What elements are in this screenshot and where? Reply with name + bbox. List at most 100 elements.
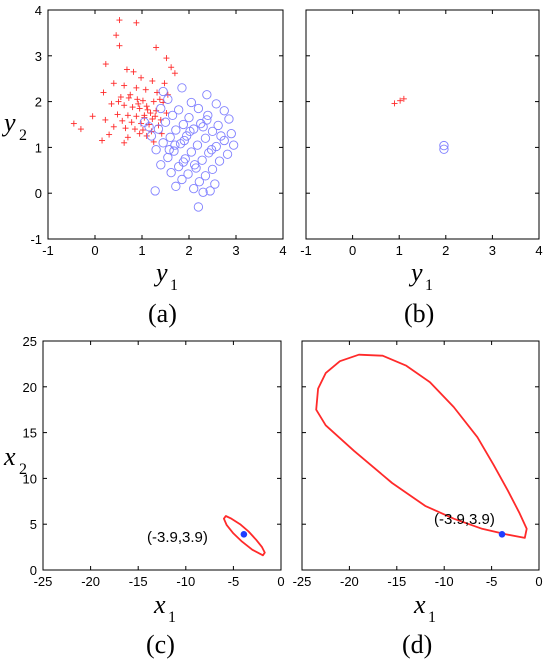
data-point-plus: [128, 119, 135, 126]
x-axis-label-sub-b: 1: [425, 277, 433, 294]
data-point-plus: [157, 116, 164, 123]
marks-group-a: [70, 17, 239, 212]
data-point-plus: [122, 125, 129, 132]
data-point-circle: [170, 140, 180, 150]
data-point-plus: [142, 86, 149, 93]
data-point-plus: [113, 32, 120, 39]
data-point-plus: [124, 134, 131, 141]
data-point-plus: [141, 112, 148, 119]
data-point-circle: [177, 174, 187, 185]
y-tick-label: 0: [35, 186, 42, 201]
x-tick-label: 0: [277, 574, 284, 589]
plot-frame-b: [305, 9, 540, 240]
data-point-circle: [186, 147, 197, 157]
point-annotation-c: (-3.9,3.9): [147, 529, 208, 546]
x-axis-label-b: y: [408, 258, 423, 287]
y-tick-label: 4: [35, 3, 42, 18]
data-point-plus: [108, 100, 115, 107]
x-tick-label: 3: [489, 243, 496, 258]
data-point-plus: [150, 98, 157, 105]
y-tick-label: 10: [23, 471, 37, 486]
data-point-circle: [151, 145, 161, 155]
data-point-plus: [163, 55, 170, 62]
data-point-circle: [226, 129, 236, 139]
marks-group-d: [315, 353, 528, 539]
data-point-circle: [213, 120, 223, 131]
data-point-circle: [202, 90, 212, 100]
data-point-circle: [193, 202, 204, 212]
data-point-plus: [136, 130, 143, 137]
data-point-circle: [171, 125, 181, 135]
data-point-circle: [171, 181, 181, 191]
data-point-plus: [136, 105, 143, 112]
data-point-plus: [106, 131, 113, 138]
data-point-circle: [216, 131, 226, 141]
data-point-plus: [121, 102, 128, 109]
data-point-plus: [110, 123, 117, 130]
marked-point: [240, 530, 248, 538]
data-point-plus: [129, 104, 136, 111]
data-point-circle: [210, 179, 220, 189]
data-point-circle: [179, 135, 189, 146]
data-point-circle: [204, 148, 214, 158]
x-tick-label: -25: [34, 574, 53, 589]
data-point-circle: [156, 160, 166, 170]
data-point-plus: [115, 98, 122, 105]
caption-c: (c): [146, 630, 175, 659]
data-point-plus: [117, 94, 124, 101]
data-point-circle: [228, 140, 239, 150]
y-tick-label: 2: [35, 95, 42, 110]
data-point-circle: [203, 110, 213, 120]
y-tick-label: 20: [23, 380, 37, 395]
data-point-circle: [165, 132, 175, 142]
x-tick-label: -20: [340, 574, 359, 589]
plot-frame-c: [42, 340, 282, 571]
x-tick-label: 0: [535, 574, 542, 589]
data-point-plus: [168, 64, 175, 71]
data-point-plus: [133, 84, 140, 91]
data-point-circle: [189, 183, 199, 194]
data-point-circle: [211, 99, 221, 109]
data-point-plus: [139, 97, 146, 104]
data-point-circle: [160, 117, 171, 127]
y-tick-label: -1: [30, 232, 42, 247]
y-tick-label: 15: [23, 426, 37, 441]
data-point-plus: [135, 100, 142, 107]
data-point-plus: [116, 42, 123, 49]
x-tick-label: -1: [42, 243, 54, 258]
data-point-circle: [439, 140, 449, 151]
data-point-circle: [180, 154, 190, 164]
panel-c: -25 -20 -15 -10 -5 0 0 5 10 15 20 25 (-3.9,3.9) x 1…: [3, 334, 285, 659]
data-point-plus: [123, 66, 130, 73]
data-point-plus: [119, 117, 126, 124]
x-tick-label: -20: [81, 574, 100, 589]
data-point-plus: [143, 103, 150, 110]
data-point-circle: [153, 124, 164, 134]
data-point-plus: [134, 96, 141, 103]
x-tick-label: -5: [228, 574, 240, 589]
data-point-circle: [163, 152, 173, 163]
data-point-plus: [121, 139, 128, 146]
data-point-circle: [174, 105, 184, 115]
data-point-circle: [207, 164, 218, 175]
data-point-circle: [167, 110, 178, 120]
point-annotation-d: (-3.9,3.9): [434, 511, 495, 528]
data-point-plus: [147, 110, 154, 117]
data-point-circle: [439, 144, 449, 154]
y-tick-label: 5: [30, 517, 37, 532]
data-point-plus: [131, 126, 138, 133]
caption-b: (b): [404, 299, 434, 328]
plot-frame-d: [301, 340, 540, 571]
y-axis-label-sub-c: 2: [19, 461, 27, 478]
plot-frame-a: [47, 9, 284, 240]
x-tick-label: 3: [232, 243, 239, 258]
data-point-plus: [149, 77, 156, 84]
x-axis-label-sub-d: 1: [428, 609, 436, 626]
data-point-circle: [164, 145, 174, 155]
x-tick-label: -10: [435, 574, 454, 589]
data-point-plus: [124, 112, 131, 119]
tick-group-b: -1 0 1 2 3 4: [300, 9, 543, 258]
data-point-plus: [121, 82, 128, 89]
data-point-plus: [102, 61, 109, 68]
